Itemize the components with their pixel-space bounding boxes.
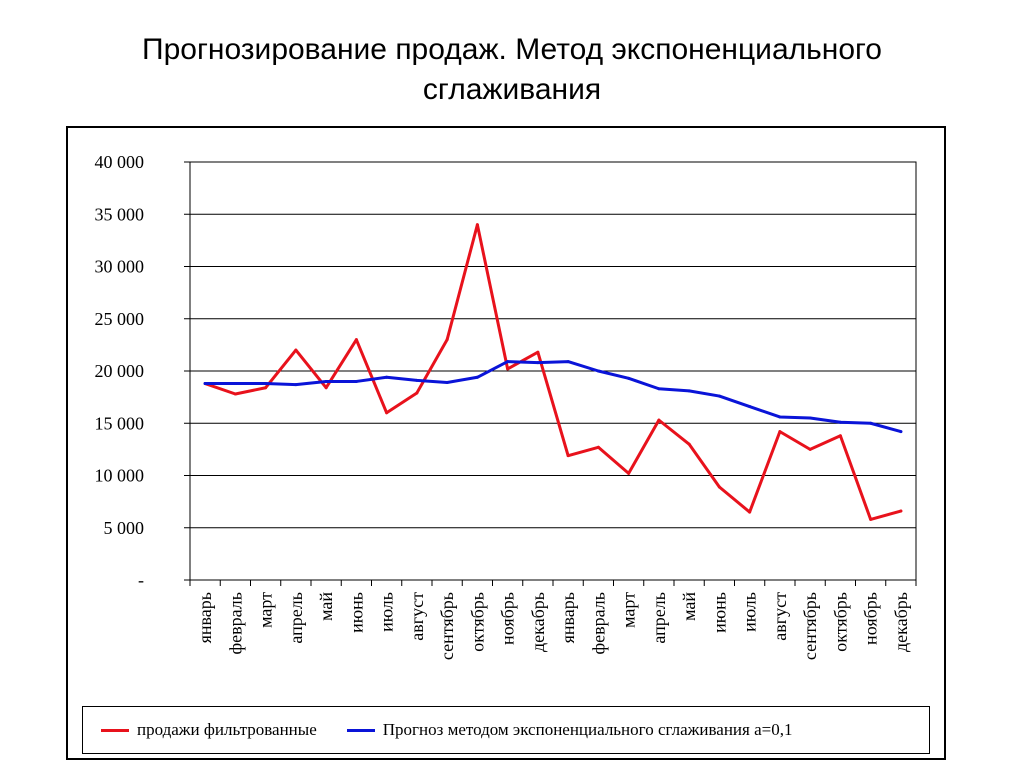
- data-point-sales: [687, 442, 691, 446]
- x-tick-label: июнь: [346, 592, 366, 633]
- x-tick-label: сентябрь: [437, 592, 457, 660]
- x-tick-label: июнь: [709, 592, 729, 633]
- data-point-forecast: [536, 361, 540, 365]
- y-tick-label: 30 000: [95, 257, 145, 277]
- legend-swatch-forecast: [346, 728, 375, 732]
- data-point-forecast: [475, 375, 479, 379]
- data-point-forecast: [445, 380, 449, 384]
- data-point-forecast: [687, 389, 691, 393]
- legend-label-forecast: Прогноз методом экспоненциального сглажи…: [382, 720, 793, 739]
- data-point-forecast: [294, 383, 298, 387]
- data-point-forecast: [778, 415, 782, 419]
- x-tick-label: сентябрь: [800, 592, 820, 660]
- page-title: Прогнозирование продаж. Метод экспоненци…: [0, 30, 1024, 110]
- data-point-sales: [415, 391, 419, 395]
- data-point-forecast: [838, 420, 842, 424]
- data-point-forecast: [415, 378, 419, 382]
- data-point-sales: [808, 447, 812, 451]
- line-chart: - 5 000 10 000 15 000 20 000 25 000 30 000 35 0…: [95, 152, 917, 660]
- x-tick-label: март: [619, 592, 639, 628]
- data-point-sales: [233, 392, 237, 396]
- data-point-sales: [475, 223, 479, 227]
- x-tick-label: апрель: [286, 592, 306, 644]
- x-tick-label: октябрь: [467, 592, 487, 652]
- x-tick-label: октябрь: [830, 592, 850, 652]
- data-point-forecast: [596, 369, 600, 373]
- x-tick-label: декабрь: [891, 592, 911, 652]
- data-point-forecast: [566, 360, 570, 364]
- chart-legend: продажи фильтрованные Прогноз методом эк…: [82, 706, 930, 754]
- y-tick-label: 35 000: [95, 204, 145, 224]
- data-point-forecast: [657, 387, 661, 391]
- data-point-sales: [748, 510, 752, 514]
- x-tick-label: май: [316, 592, 336, 621]
- x-tick-label: ноябрь: [498, 592, 518, 645]
- x-tick-label: май: [679, 592, 699, 621]
- data-point-forecast: [717, 394, 721, 398]
- data-point-sales: [445, 338, 449, 342]
- y-tick-label: 5 000: [104, 518, 145, 538]
- series-line-forecast: [203, 360, 903, 434]
- data-point-sales: [506, 367, 510, 371]
- data-point-sales: [566, 454, 570, 458]
- y-tick-label: -: [138, 570, 144, 590]
- data-point-sales: [324, 386, 328, 390]
- data-point-sales: [778, 430, 782, 434]
- data-point-forecast: [385, 375, 389, 379]
- x-tick-label: март: [256, 592, 276, 628]
- data-point-forecast: [899, 430, 903, 434]
- x-tick-label: июль: [377, 592, 397, 632]
- data-point-sales: [657, 418, 661, 422]
- data-point-sales: [294, 348, 298, 352]
- chart-frame: - 5 000 10 000 15 000 20 000 25 000 30 000 35 0…: [66, 126, 946, 760]
- y-tick-label: 20 000: [95, 361, 145, 381]
- data-point-forecast: [506, 360, 510, 364]
- x-tick-label: февраль: [588, 592, 608, 655]
- data-point-forecast: [354, 379, 358, 383]
- data-point-forecast: [748, 405, 752, 409]
- data-point-forecast: [233, 382, 237, 386]
- data-point-sales: [264, 386, 268, 390]
- data-point-forecast: [869, 421, 873, 425]
- data-point-sales: [536, 350, 540, 354]
- legend-item-forecast: Прогноз методом экспоненциального сглажи…: [346, 720, 793, 740]
- data-point-forecast: [324, 379, 328, 383]
- data-point-sales: [717, 485, 721, 489]
- data-point-sales: [354, 338, 358, 342]
- y-tick-label: 10 000: [95, 466, 145, 486]
- data-point-sales: [838, 434, 842, 438]
- data-point-sales: [869, 517, 873, 521]
- data-point-sales: [899, 509, 903, 513]
- data-point-forecast: [203, 382, 207, 386]
- legend-label-sales: продажи фильтрованные: [137, 720, 317, 739]
- x-tick-label: август: [407, 592, 427, 641]
- legend-item-sales: продажи фильтрованные: [101, 720, 317, 740]
- data-point-sales: [385, 411, 389, 415]
- x-tick-label: ноябрь: [861, 592, 881, 645]
- legend-swatch-sales: [101, 728, 129, 732]
- x-tick-label: январь: [558, 592, 578, 643]
- y-tick-label: 15 000: [95, 413, 145, 433]
- x-tick-label: апрель: [649, 592, 669, 644]
- data-point-sales: [596, 445, 600, 449]
- y-tick-label: 40 000: [95, 152, 145, 172]
- x-tick-label: июль: [740, 592, 760, 632]
- x-tick-label: август: [770, 592, 790, 641]
- y-tick-label: 25 000: [95, 309, 145, 329]
- x-tick-label: декабрь: [528, 592, 548, 652]
- x-tick-label: январь: [195, 592, 215, 643]
- title-line-1: Прогнозирование продаж. Метод экспоненци…: [142, 33, 882, 66]
- data-point-forecast: [264, 382, 268, 386]
- title-line-2: сглаживания: [422, 73, 602, 106]
- data-point-forecast: [627, 376, 631, 380]
- data-point-sales: [627, 471, 631, 475]
- data-point-forecast: [808, 416, 812, 420]
- x-tick-label: февраль: [225, 592, 245, 655]
